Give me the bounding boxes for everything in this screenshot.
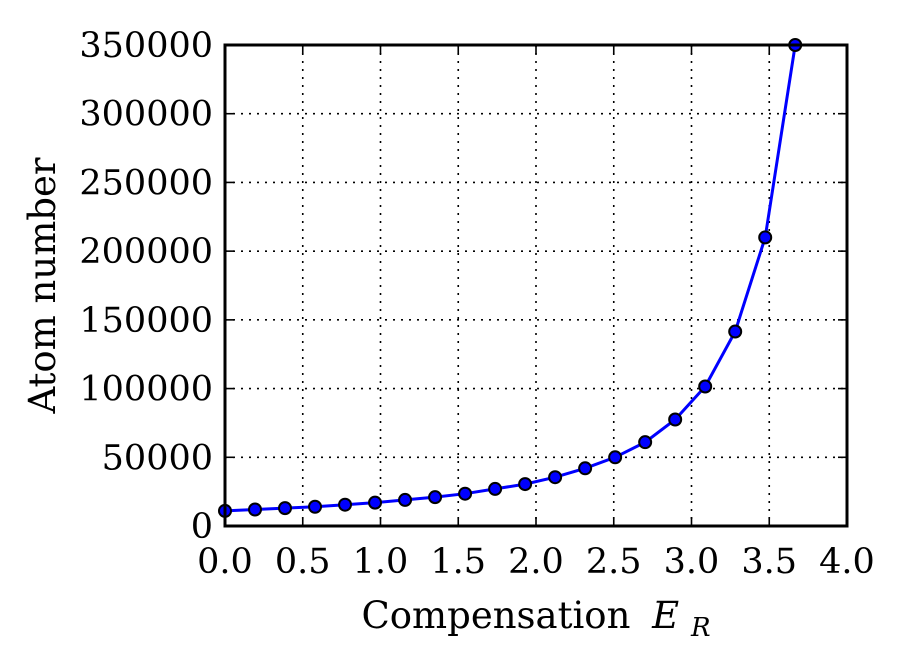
data-point [608,450,623,465]
data-point [398,492,413,507]
x-tick-label: 0.5 [275,542,331,582]
x-tick-label: 2.0 [508,542,564,582]
data-point [458,486,473,501]
y-tick-label: 100000 [79,370,213,410]
x-axis-subscript: R [690,613,711,643]
data-point [278,501,293,516]
data-point [248,502,263,517]
data-point [758,230,773,245]
data-point [518,477,533,492]
data-point [638,435,653,450]
x-tick-label: 4.0 [819,542,875,582]
data-point [428,490,443,505]
data-point [668,412,683,427]
y-tick-labels: 0 50000 100000 150000 200000 250000 300000 3500… [79,26,213,547]
y-tick-label: 50000 [102,438,213,478]
x-axis-label: Compensation [361,594,630,637]
series-line [224,44,797,513]
data-point [728,324,743,339]
x-tick-label: 0.0 [197,542,253,582]
data-point [698,379,713,394]
data-point [578,461,593,476]
x-tick-label: 3.0 [664,542,720,582]
data-point [308,499,323,514]
x-axis-title: Compensation E R [361,594,710,643]
grid-lines [224,44,848,527]
y-tick-label: 0 [191,507,213,547]
x-tick-label: 1.0 [353,542,409,582]
y-tick-label: 250000 [79,163,213,203]
data-point [368,495,383,510]
series-group [218,38,803,518]
x-tick-label: 2.5 [586,542,642,582]
x-tick-label: 3.5 [741,542,797,582]
data-point [488,481,503,496]
x-tick-label: 1.5 [430,542,486,582]
data-point [548,470,563,485]
plot-frame [223,43,849,528]
data-point [338,497,353,512]
y-tick-label: 350000 [79,26,213,66]
x-axis-symbol: E [651,594,679,637]
y-tick-label: 150000 [79,301,213,341]
y-axis-title: Atom number [21,157,64,414]
x-tick-labels: 0.0 0.5 1.0 1.5 2.0 2.5 3.0 3.5 4.0 [197,542,875,582]
y-tick-label: 300000 [79,95,213,135]
y-tick-label: 200000 [79,232,213,272]
